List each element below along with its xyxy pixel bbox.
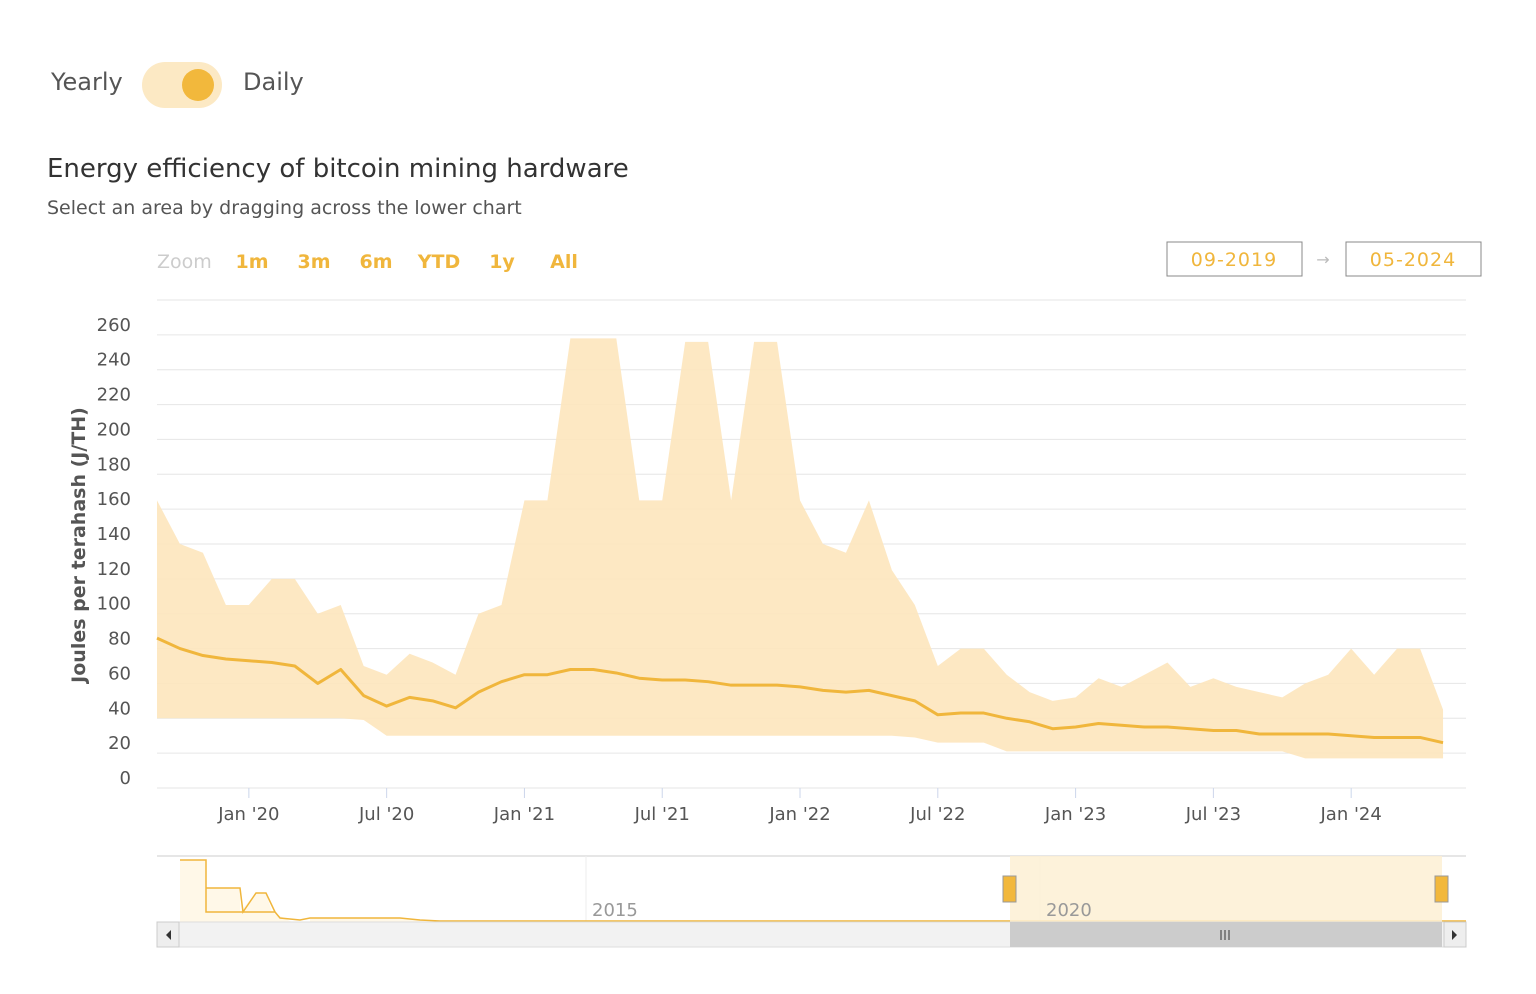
line xyxy=(156,636,1444,745)
zoom-button[interactable]: 1m xyxy=(235,251,268,273)
scrollbar-grip xyxy=(1220,930,1230,940)
y-axis-title: Joules per terahash (J/TH) xyxy=(68,407,90,685)
navigator-selection[interactable] xyxy=(1010,856,1442,922)
zoom-button[interactable]: 1y xyxy=(489,251,515,273)
x-tick-label: Jan '24 xyxy=(1320,804,1382,825)
y-tick-label: 20 xyxy=(108,733,131,754)
navigator-label: 2015 xyxy=(592,900,638,921)
navigator-handle[interactable] xyxy=(1434,875,1449,903)
zoom-button[interactable]: 6m xyxy=(359,251,392,273)
date-input[interactable] xyxy=(1345,241,1482,277)
zoom-button[interactable]: YTD xyxy=(417,251,461,273)
y-tick-label: 220 xyxy=(97,385,131,406)
y-tick-label: 160 xyxy=(97,489,131,510)
navigator-line xyxy=(180,859,1466,922)
toggle-knob xyxy=(182,69,214,101)
toggle-label[interactable]: Yearly xyxy=(51,68,123,96)
y-tick-label: 100 xyxy=(97,594,131,615)
y-tick-label: 240 xyxy=(97,350,131,371)
x-tick-label: Jan '21 xyxy=(493,804,555,825)
zoom-buttons: 1m 3m 6m YTD 1y All xyxy=(235,251,577,273)
y-tick-label: 200 xyxy=(97,419,131,440)
zoom-button[interactable]: 3m xyxy=(297,251,330,273)
x-tick-label: Jul '23 xyxy=(1185,804,1241,825)
chart-title: Energy efficiency of bitcoin mining hard… xyxy=(47,154,629,184)
plot xyxy=(156,334,1466,789)
y-tick-label: 120 xyxy=(97,559,131,580)
date-arrow: → xyxy=(1316,250,1329,269)
toggle-switch[interactable] xyxy=(142,62,222,108)
arrow-icon xyxy=(166,930,171,940)
area-range xyxy=(157,338,1444,759)
y-tick-label: 140 xyxy=(97,524,131,545)
navigator-area xyxy=(180,860,470,922)
x-tick-label: Jan '22 xyxy=(768,804,830,825)
y-tick-label: 0 xyxy=(120,768,131,789)
zoom-button[interactable]: All xyxy=(550,251,578,273)
toggle-label[interactable]: Daily xyxy=(243,68,304,96)
chart-subtitle: Select an area by dragging across the lo… xyxy=(47,197,522,219)
x-tick-label: Jul '21 xyxy=(634,804,690,825)
y-tick-label: 40 xyxy=(108,698,131,719)
date-to[interactable]: 05-2024 xyxy=(1370,249,1456,271)
y-tick-label: 80 xyxy=(108,629,131,650)
date-from[interactable]: 09-2019 xyxy=(1191,249,1277,271)
x-tick-label: Jul '22 xyxy=(909,804,965,825)
x-tick-label: Jan '23 xyxy=(1044,804,1106,825)
y-tick-label: 180 xyxy=(97,454,131,475)
x-tick-label: Jul '20 xyxy=(358,804,414,825)
y-tick-label: 60 xyxy=(108,663,131,684)
zoom-label: Zoom xyxy=(157,251,212,273)
y-tick-label: 260 xyxy=(97,315,131,336)
date-input[interactable] xyxy=(1166,241,1303,277)
navigator-handle[interactable] xyxy=(1002,875,1017,903)
x-tick-label: Jan '20 xyxy=(217,804,279,825)
navigator-label: 2020 xyxy=(1046,900,1092,921)
scrollbar-thumb[interactable] xyxy=(1010,922,1442,947)
arrow-icon xyxy=(1452,930,1457,940)
navigator-line xyxy=(206,887,276,915)
